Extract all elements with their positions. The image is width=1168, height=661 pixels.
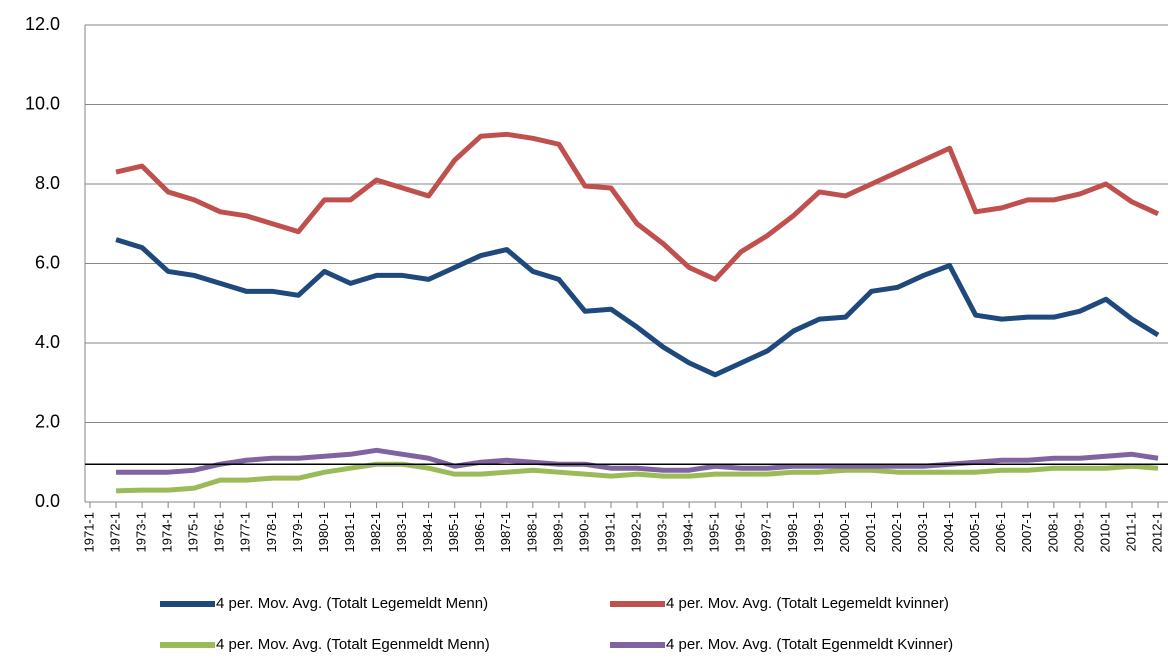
x-tick-label: 1974-1	[160, 512, 175, 552]
legend-label: 4 per. Mov. Avg. (Totalt Egenmeldt Kvinn…	[666, 636, 953, 653]
x-tick-label: 1991-1	[602, 512, 617, 552]
x-tick-label: 1992-1	[628, 512, 643, 552]
x-tick-label: 1981-1	[342, 512, 357, 552]
x-tick-label: 1982-1	[368, 512, 383, 552]
x-tick-label: 2008-1	[1045, 512, 1060, 552]
y-tick-label: 2.0	[35, 411, 60, 431]
x-tick-label: 1989-1	[550, 512, 565, 552]
x-tick-label: 2009-1	[1071, 512, 1086, 552]
line-series	[116, 447, 1159, 475]
x-tick-label: 2007-1	[1019, 512, 1034, 552]
legend-label: 4 per. Mov. Avg. (Totalt Egenmeldt Menn)	[216, 636, 490, 653]
y-tick-label: 12.0	[25, 14, 60, 34]
legend-label: 4 per. Mov. Avg. (Totalt Legemeldt kvinn…	[666, 595, 949, 612]
x-tick-label: 1985-1	[446, 512, 461, 552]
x-tick-label: 1987-1	[498, 512, 513, 552]
y-tick-label: 8.0	[35, 173, 60, 193]
x-tick-label: 1980-1	[316, 512, 331, 552]
y-tick-label: 4.0	[35, 332, 60, 352]
x-tick-label: 2006-1	[993, 512, 1008, 552]
line-series	[115, 237, 1160, 378]
x-tick-label: 2012-1	[1149, 512, 1164, 552]
x-tick-label: 1986-1	[472, 512, 487, 552]
x-tick-label: 1984-1	[420, 512, 435, 552]
y-tick-label: 10.0	[25, 93, 60, 113]
y-tick-label: 0.0	[35, 491, 60, 511]
x-tick-label: 2001-1	[863, 512, 878, 552]
x-tick-label: 1972-1	[107, 512, 122, 552]
x-tick-label: 1983-1	[394, 512, 409, 552]
y-tick-label: 6.0	[35, 252, 60, 272]
x-tick-label: 2005-1	[967, 512, 982, 552]
legend-label: 4 per. Mov. Avg. (Totalt Legemeldt Menn)	[216, 595, 488, 612]
line-series	[115, 461, 1159, 494]
x-tick-label: 1978-1	[264, 512, 279, 552]
x-tick-label: 1990-1	[576, 512, 591, 552]
x-tick-label: 1976-1	[212, 512, 227, 552]
x-tick-label: 2011-1	[1123, 512, 1138, 552]
x-tick-label: 1973-1	[134, 512, 149, 552]
x-tick-label: 1999-1	[811, 512, 826, 552]
x-tick-label: 1979-1	[290, 512, 305, 552]
x-tick-label: 2002-1	[889, 512, 904, 552]
x-tick-label: 1975-1	[186, 512, 201, 552]
x-tick-label: 2004-1	[941, 512, 956, 552]
x-tick-label: 1997-1	[759, 512, 774, 552]
x-tick-label: 2000-1	[837, 512, 852, 552]
line-series	[115, 131, 1160, 282]
x-tick-label: 2010-1	[1097, 512, 1112, 552]
x-tick-label: 1993-1	[655, 512, 670, 552]
x-tick-label: 1988-1	[524, 512, 539, 552]
x-tick-label: 1977-1	[238, 512, 253, 552]
x-tick-label: 1998-1	[785, 512, 800, 552]
x-tick-label: 1996-1	[733, 512, 748, 552]
x-tick-label: 1994-1	[681, 512, 696, 552]
x-tick-label: 1995-1	[707, 512, 722, 552]
x-tick-label: 1971-1	[81, 512, 96, 552]
x-tick-label: 2003-1	[915, 512, 930, 552]
